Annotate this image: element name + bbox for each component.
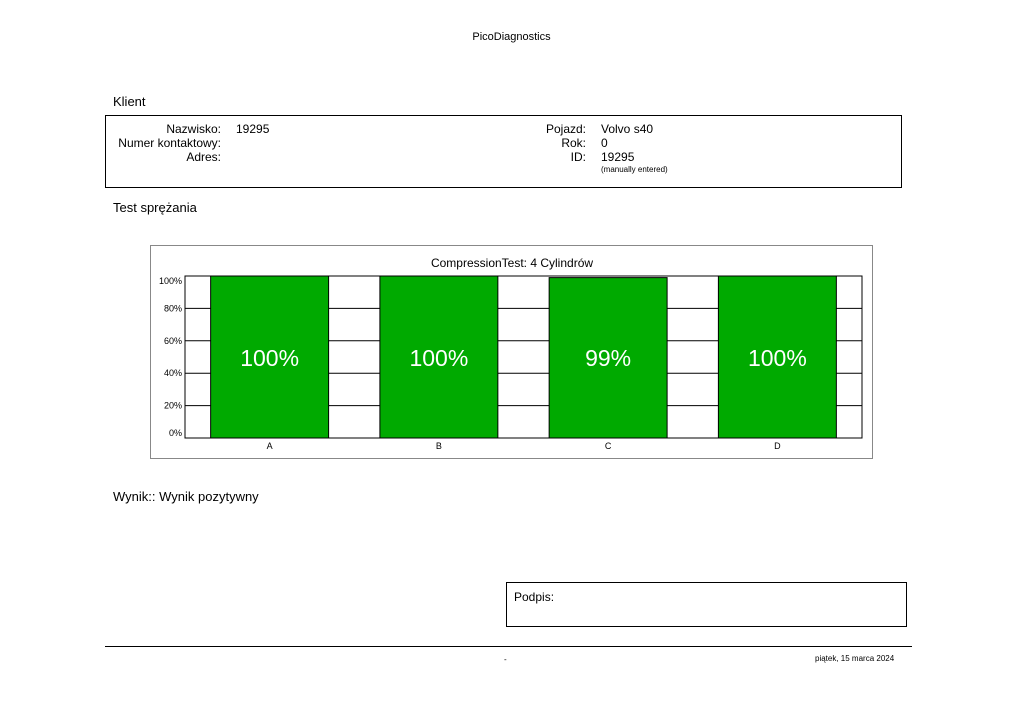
y-tick-label: 20% <box>164 401 182 411</box>
x-axis-ticks: A B C D <box>267 441 782 451</box>
y-axis-ticks: 0% 20% 40% 60% 80% 100% <box>159 276 182 438</box>
bar-data-label: 100% <box>409 345 468 371</box>
name-label: Nazwisko: <box>166 122 221 136</box>
compression-chart: CompressionTest: 4 Cylindrów 100% 100% 99%… <box>150 245 873 459</box>
footer-date: piątek, 15 marca 2024 <box>815 654 895 663</box>
test-result: Wynik:: Wynik pozytywny <box>113 489 259 504</box>
bar-c <box>548 277 668 439</box>
footer-center-text: - <box>504 655 507 664</box>
y-tick-label: 60% <box>164 336 182 346</box>
client-section-title: Klient <box>113 94 146 109</box>
bar-data-label: 100% <box>240 345 299 371</box>
year-label: Rok: <box>561 136 586 150</box>
y-tick-label: 80% <box>164 303 182 313</box>
y-tick-label: 40% <box>164 368 182 378</box>
x-tick-label: B <box>436 441 442 451</box>
x-tick-label: C <box>605 441 612 451</box>
year-value: 0 <box>601 136 608 150</box>
signature-label: Podpis: <box>514 590 555 604</box>
signature-box: Podpis: <box>506 582 907 627</box>
app-title: PicoDiagnostics <box>472 31 551 43</box>
id-label: ID: <box>570 150 586 164</box>
bar-d <box>717 275 837 439</box>
bar-a <box>210 275 330 439</box>
name-value: 19295 <box>236 122 270 136</box>
bar-data-label: 99% <box>585 345 631 371</box>
vehicle-label: Pojazd: <box>545 122 586 136</box>
id-value: 19295 <box>601 150 635 164</box>
chart-title: CompressionTest: 4 Cylindrów <box>431 256 593 270</box>
chart-bars: 100% 100% 99% 100% <box>210 275 837 439</box>
x-tick-label: D <box>774 441 781 451</box>
plot-frame <box>184 275 863 439</box>
bar-data-label: 100% <box>748 345 807 371</box>
y-tick-label: 100% <box>159 276 182 286</box>
y-tick-label: 0% <box>169 428 182 438</box>
chart-svg: CompressionTest: 4 Cylindrów 100% 100% 99%… <box>159 256 863 451</box>
vehicle-value: Volvo s40 <box>601 122 654 136</box>
footer-divider <box>105 646 912 647</box>
x-tick-label: A <box>267 441 273 451</box>
test-section-title: Test sprężania <box>113 200 197 215</box>
client-info-box: Nazwisko: 19295 Numer kontaktowy: Adres:… <box>105 115 902 188</box>
id-note: (manually entered) <box>601 165 668 174</box>
address-label: Adres: <box>186 150 221 164</box>
contact-label: Numer kontaktowy: <box>118 136 221 150</box>
